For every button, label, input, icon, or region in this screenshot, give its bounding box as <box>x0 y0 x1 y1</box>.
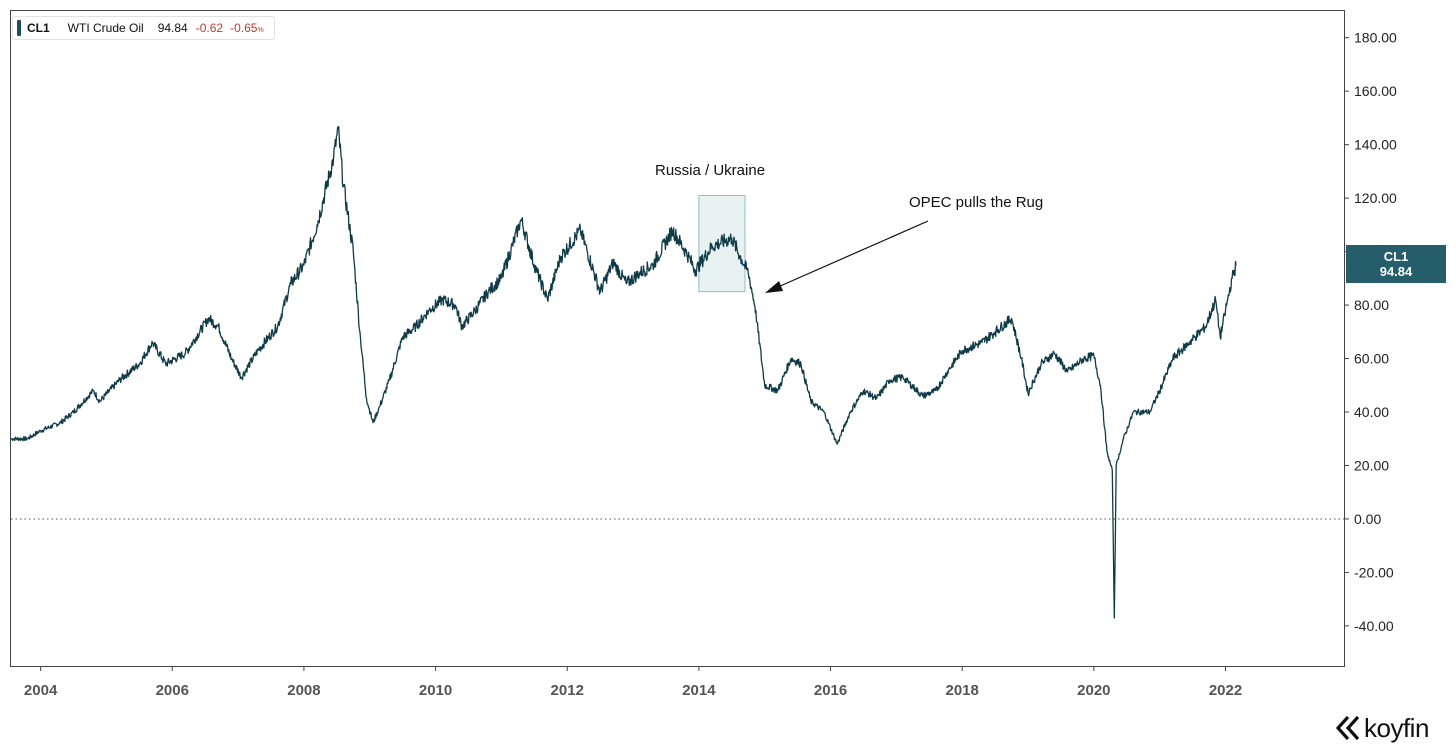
brand-logo: koyfin <box>1336 712 1429 744</box>
series-line-cl1 <box>10 125 1237 619</box>
x-tick-label: 2004 <box>24 682 58 699</box>
x-tick-label: 2020 <box>1077 682 1110 699</box>
highlight-russia-ukraine <box>698 194 746 293</box>
legend-last-price: 94.84 <box>157 21 188 35</box>
price-tag-value: 94.84 <box>1379 264 1413 279</box>
legend-name: WTI Crude Oil <box>67 21 144 35</box>
y-tick-label: 60.00 <box>1354 351 1389 367</box>
y-tick-label: -40.00 <box>1354 618 1394 634</box>
y-tick-label: -20.00 <box>1354 564 1394 580</box>
brand-name: koyfin <box>1364 712 1429 743</box>
y-tick-label: 140.00 <box>1354 137 1397 153</box>
series-legend[interactable]: CL1 WTI Crude Oil 94.84 -0.62 -0.65% <box>12 16 275 40</box>
legend-change-pct: -0.65% <box>230 21 264 35</box>
x-tick-label: 2018 <box>946 682 979 699</box>
y-tick-label: 80.00 <box>1354 297 1389 313</box>
x-tick-label: 2016 <box>814 682 847 699</box>
annotation-russia-ukraine: Russia / Ukraine <box>655 162 766 179</box>
y-tick-label: 20.00 <box>1354 457 1389 473</box>
y-tick-label: 40.00 <box>1354 404 1389 420</box>
legend-change: -0.62 <box>195 21 224 35</box>
last-price-tag: CL1 94.84 <box>1346 245 1446 283</box>
x-tick-label: 2022 <box>1209 682 1242 699</box>
y-tick-label: 0.00 <box>1354 511 1381 527</box>
annotation-opec: OPEC pulls the Rug <box>909 194 1044 211</box>
x-tick-label: 2014 <box>682 682 716 699</box>
x-tick-label: 2008 <box>287 682 320 699</box>
x-tick-label: 2012 <box>551 682 584 699</box>
y-tick-label: 160.00 <box>1354 83 1397 99</box>
x-tick-label: 2010 <box>419 682 452 699</box>
y-tick-label: 120.00 <box>1354 190 1397 206</box>
legend-swatch <box>17 20 21 36</box>
koyfin-icon <box>1336 715 1360 741</box>
opec-arrow <box>765 220 929 293</box>
price-tag-symbol: CL1 <box>1383 249 1409 264</box>
x-tick-label: 2006 <box>156 682 189 699</box>
legend-symbol: CL1 <box>27 21 50 35</box>
plot-frame <box>10 10 1345 667</box>
y-tick-label: 180.00 <box>1354 30 1397 46</box>
